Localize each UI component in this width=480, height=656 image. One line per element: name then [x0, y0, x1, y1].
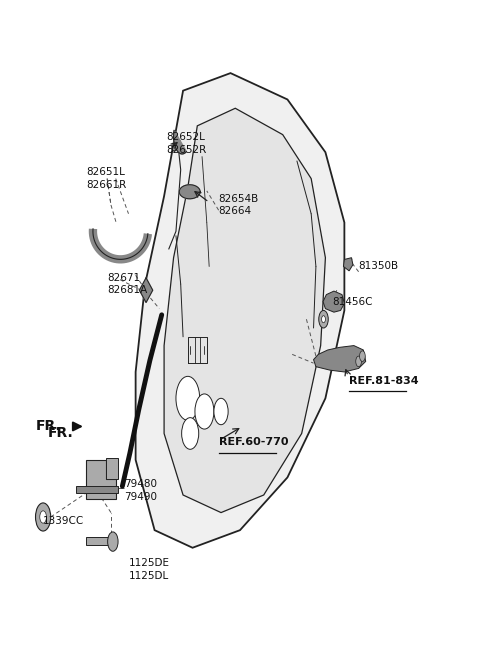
- Polygon shape: [76, 486, 118, 493]
- Polygon shape: [86, 460, 116, 499]
- Polygon shape: [313, 346, 366, 372]
- Polygon shape: [174, 131, 186, 154]
- Polygon shape: [343, 258, 353, 271]
- Text: 82652L
82652R: 82652L 82652R: [167, 132, 207, 155]
- Text: FR.: FR.: [36, 419, 62, 434]
- Polygon shape: [180, 185, 200, 199]
- Circle shape: [214, 398, 228, 424]
- Text: REF.60-770: REF.60-770: [219, 438, 288, 447]
- Circle shape: [356, 356, 361, 367]
- Circle shape: [40, 511, 47, 523]
- Circle shape: [319, 310, 328, 328]
- Circle shape: [195, 394, 214, 429]
- Text: 82651L
82661R: 82651L 82661R: [86, 167, 126, 190]
- Text: 82654B
82664: 82654B 82664: [219, 194, 259, 216]
- Text: 79480
79490: 79480 79490: [124, 480, 157, 502]
- Circle shape: [360, 351, 365, 361]
- Text: 81456C: 81456C: [333, 297, 373, 306]
- Circle shape: [36, 503, 51, 531]
- Text: REF.81-834: REF.81-834: [349, 376, 419, 386]
- Text: 1339CC: 1339CC: [43, 516, 84, 526]
- Polygon shape: [323, 291, 344, 312]
- Text: 1125DE
1125DL: 1125DE 1125DL: [129, 558, 169, 581]
- Polygon shape: [136, 73, 344, 548]
- Polygon shape: [164, 108, 325, 512]
- Polygon shape: [106, 458, 118, 479]
- Circle shape: [108, 532, 118, 551]
- Circle shape: [322, 316, 325, 323]
- Text: 81350B: 81350B: [359, 262, 399, 272]
- Text: FR.: FR.: [48, 426, 73, 440]
- Circle shape: [176, 377, 200, 420]
- Circle shape: [181, 418, 199, 449]
- Text: 82671
82681A: 82671 82681A: [107, 273, 147, 295]
- Polygon shape: [86, 537, 111, 545]
- Polygon shape: [139, 278, 153, 302]
